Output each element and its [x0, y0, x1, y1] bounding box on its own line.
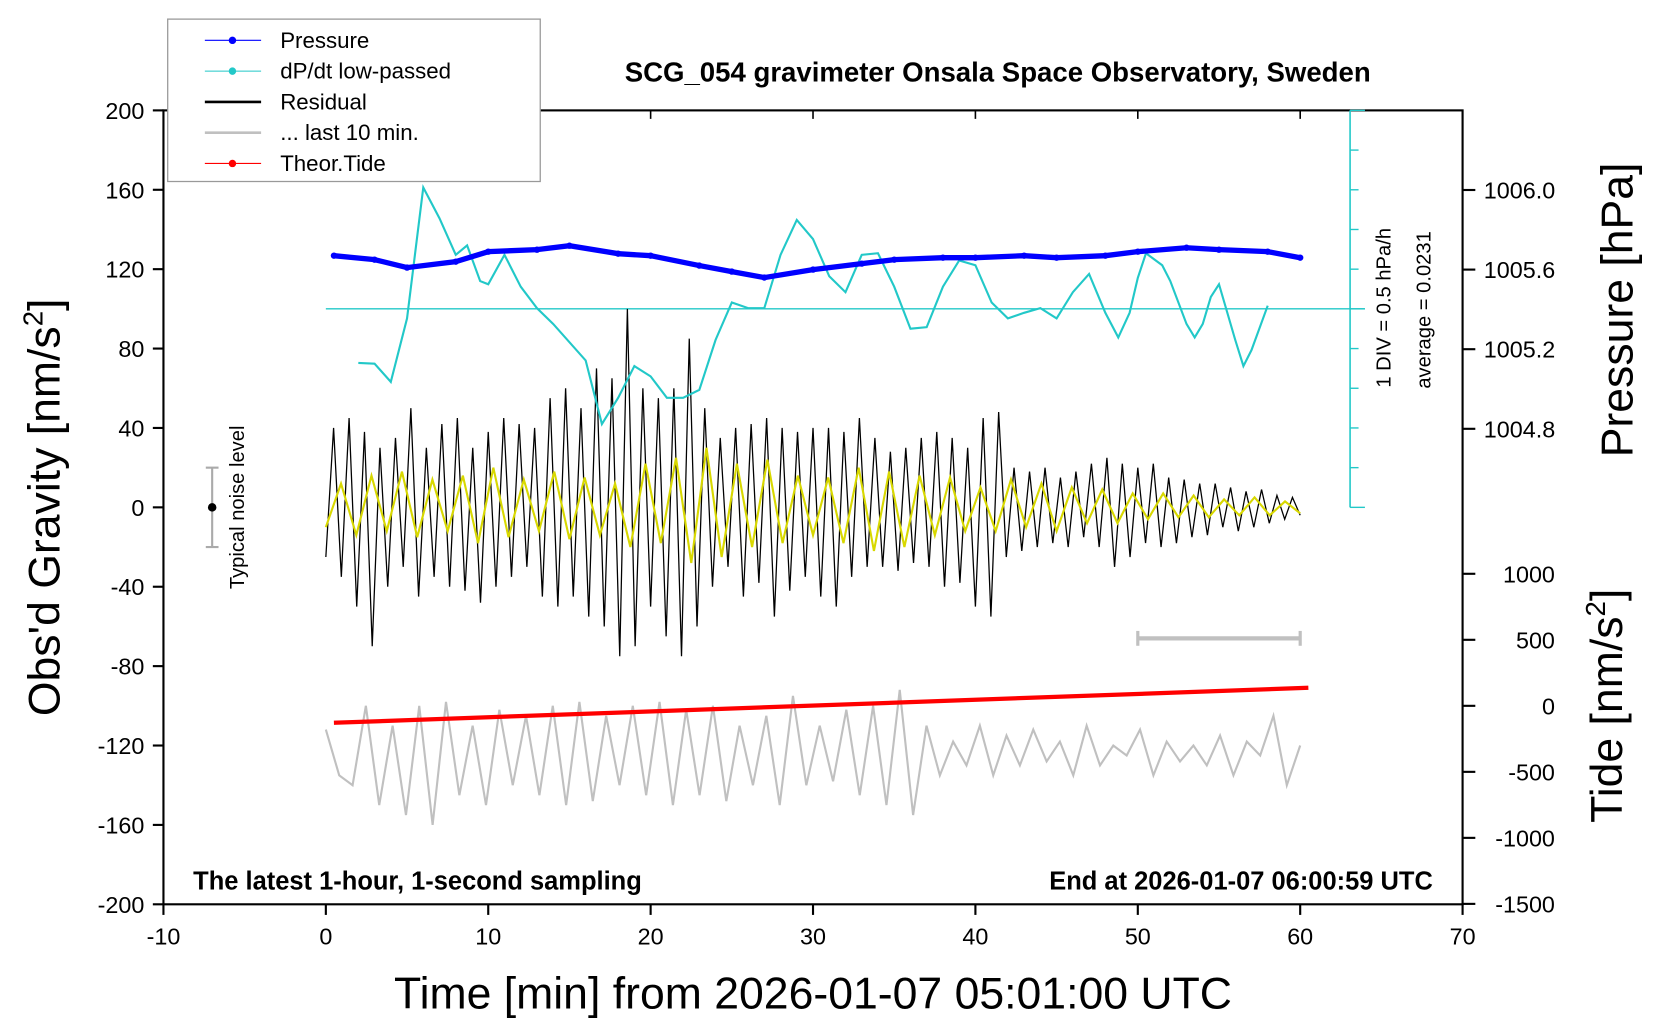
legend-marker — [228, 67, 237, 75]
div-annotation: 1 DIV = 0.5 hPa/h — [1373, 228, 1395, 388]
pressure-point — [809, 266, 817, 273]
pressure-point — [371, 256, 378, 263]
pressure-point — [566, 242, 573, 249]
pressure-tick-label: 1006.0 — [1484, 177, 1555, 203]
legend-label: Theor.Tide — [280, 151, 386, 176]
pressure-point — [728, 268, 736, 275]
y-tick-label-left: 0 — [131, 495, 144, 521]
pressure-point — [1297, 254, 1304, 261]
pressure-point — [1020, 252, 1028, 259]
y-tick-label-left: 80 — [118, 336, 144, 362]
pressure-point — [403, 264, 411, 271]
x-tick-label: 50 — [1125, 924, 1151, 950]
y-tick-label-left: -80 — [111, 654, 145, 680]
residual-series — [325, 308, 1301, 657]
pressure-point — [647, 252, 654, 259]
legend-label: Residual — [280, 89, 367, 114]
legend-label: ... last 10 min. — [280, 120, 419, 145]
tide-tick-label: 0 — [1542, 693, 1555, 719]
tide-series — [333, 685, 1309, 725]
note-bottom-left: The latest 1-hour, 1-second sampling — [193, 867, 642, 895]
plot-frame — [162, 109, 1464, 906]
legend-label: dP/dt low-passed — [280, 59, 451, 84]
tide-tick-label: -1000 — [1495, 825, 1555, 851]
x-tick-label: 20 — [638, 924, 664, 950]
note-bottom-right: End at 2026-01-07 06:00:59 UTC — [1049, 867, 1433, 895]
pressure-point — [533, 246, 541, 253]
tide-tick-label: -500 — [1508, 759, 1555, 785]
pressure-tick-label: 1005.2 — [1484, 337, 1555, 363]
x-tick-label: 30 — [800, 924, 826, 950]
y-tick-label-left: 120 — [105, 257, 144, 283]
pressure-point — [1264, 248, 1271, 255]
pressure-point — [1053, 254, 1060, 261]
data-series — [205, 109, 1365, 826]
legend-label: Pressure — [280, 28, 369, 53]
x-tick-label: 60 — [1287, 924, 1313, 950]
pressure-point — [330, 252, 338, 259]
x-tick-label: 70 — [1450, 924, 1476, 950]
pressure-tick-label: 1005.6 — [1484, 257, 1555, 283]
x-tick-label: -10 — [147, 924, 181, 950]
x-tick-label: 10 — [475, 924, 501, 950]
x-tick-label: 0 — [319, 924, 332, 950]
dpdt-series — [358, 183, 1269, 427]
pressure-point — [452, 258, 459, 265]
noise-level-label: Typical noise level — [227, 426, 249, 590]
chart-title: SCG_054 gravimeter Onsala Space Observat… — [625, 57, 1371, 88]
pressure-point — [1183, 244, 1190, 251]
average-annotation: average = 0.0231 — [1414, 231, 1436, 388]
pressure-point — [761, 274, 768, 281]
tide-tick-label: -1500 — [1495, 891, 1555, 917]
y-tick-label-left: 40 — [118, 415, 144, 441]
pressure-point — [1215, 246, 1223, 253]
y-axis-label-left: Obs'd Gravity [nm/s2] — [17, 299, 69, 717]
pressure-point — [939, 254, 947, 261]
y-axis-label-pressure: Pressure [hPa] — [1593, 163, 1642, 458]
y-axis-label-tide: Tide [nm/s2] — [1580, 589, 1632, 823]
pressure-point — [972, 254, 979, 261]
pressure-point — [485, 248, 492, 255]
pressure-point — [1102, 252, 1109, 259]
x-tick-label: 40 — [962, 924, 988, 950]
pressure-point — [891, 256, 898, 263]
pressure-point — [696, 262, 703, 269]
legend-marker — [228, 36, 237, 45]
y-tick-label-left: -120 — [98, 733, 145, 759]
pressure-point — [1134, 248, 1141, 255]
pressure-point — [614, 250, 622, 257]
noise-level-dot — [207, 503, 217, 512]
legend-marker — [228, 159, 237, 168]
tide-tick-label: 1000 — [1503, 561, 1555, 587]
y-tick-label-left: -200 — [98, 892, 145, 918]
y-tick-label-left: 160 — [105, 177, 144, 203]
legend: Pressure dP/dt low-passed Residual ... last… — [167, 18, 541, 183]
pressure-tick-label: 1004.8 — [1484, 416, 1555, 442]
pressure-point — [858, 260, 865, 267]
y-tick-label-left: 200 — [105, 98, 144, 124]
y-tick-label-left: -40 — [111, 574, 145, 600]
last10-series — [324, 689, 1302, 826]
y-tick-label-left: -160 — [98, 812, 145, 838]
filtered-residual-series — [324, 447, 1301, 564]
tide-tick-label: 500 — [1516, 627, 1555, 653]
x-axis-label: Time [min] from 2026-01-07 05:01:00 UTC — [394, 969, 1232, 1018]
axis-ticks: -10 0 10 20 30 40 50 60 70 200 160 120 80 40 0 -40 -80 -1… — [98, 98, 1556, 950]
